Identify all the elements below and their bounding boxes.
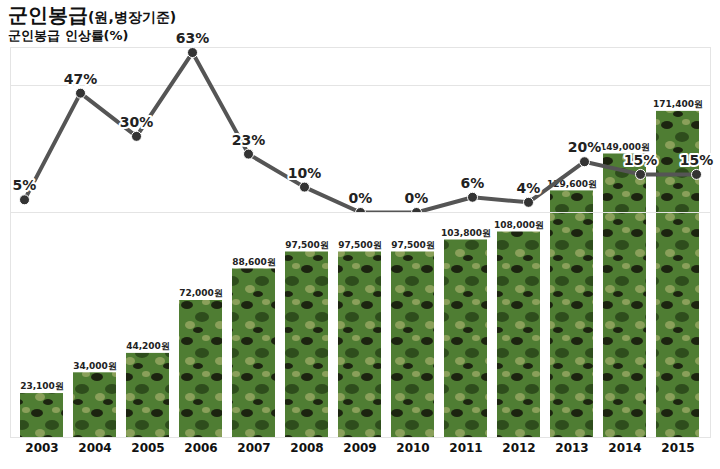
html-text:군인봉급 인상률(%): 군인봉급 인상률(%) (8, 28, 129, 43)
svg-text:2010: 2010 (396, 441, 429, 455)
svg-text:15%: 15% (680, 152, 714, 168)
svg-text:6%: 6% (461, 175, 485, 191)
svg-text:171,400원: 171,400원 (653, 99, 703, 109)
svg-text:10%: 10% (288, 165, 322, 181)
svg-text:5%: 5% (13, 177, 37, 193)
svg-text:129,600원: 129,600원 (547, 179, 597, 189)
svg-text:2009: 2009 (343, 441, 376, 455)
svg-text:30%: 30% (120, 114, 154, 130)
svg-text:23,100원: 23,100원 (20, 381, 64, 391)
svg-text:108,000원: 108,000원 (494, 220, 544, 230)
svg-text:23%: 23% (232, 132, 266, 148)
svg-text:149,000원: 149,000원 (600, 142, 650, 152)
svg-text:15%: 15% (624, 152, 658, 168)
svg-text:2003: 2003 (25, 441, 58, 455)
svg-text:2008: 2008 (290, 441, 323, 455)
svg-text:2004: 2004 (78, 441, 111, 455)
svg-text:2012: 2012 (502, 441, 535, 455)
svg-text:103,800원: 103,800원 (441, 228, 491, 238)
svg-text:34,000원: 34,000원 (73, 361, 117, 371)
svg-text:2015: 2015 (661, 441, 694, 455)
svg-text:63%: 63% (176, 30, 210, 46)
svg-text:88,600원: 88,600원 (232, 257, 276, 267)
svg-text:72,000원: 72,000원 (179, 288, 223, 298)
svg-text:2014: 2014 (608, 441, 641, 455)
svg-text:97,500원: 97,500원 (391, 240, 435, 250)
html-text:군인봉급(원,병장기준): 군인봉급(원,병장기준) (8, 3, 177, 27)
svg-text:2006: 2006 (184, 441, 217, 455)
svg-text:0%: 0% (349, 190, 373, 206)
svg-text:97,500원: 97,500원 (338, 240, 382, 250)
svg-text:97,500원: 97,500원 (285, 240, 329, 250)
svg-text:2005: 2005 (131, 441, 164, 455)
svg-text:2007: 2007 (237, 441, 270, 455)
svg-text:44,200원: 44,200원 (126, 341, 170, 351)
svg-text:2011: 2011 (449, 441, 482, 455)
svg-text:20%: 20% (568, 139, 602, 155)
svg-text:47%: 47% (64, 71, 98, 87)
svg-text:4%: 4% (517, 180, 541, 196)
svg-text:0%: 0% (405, 190, 429, 206)
svg-text:2013: 2013 (555, 441, 588, 455)
